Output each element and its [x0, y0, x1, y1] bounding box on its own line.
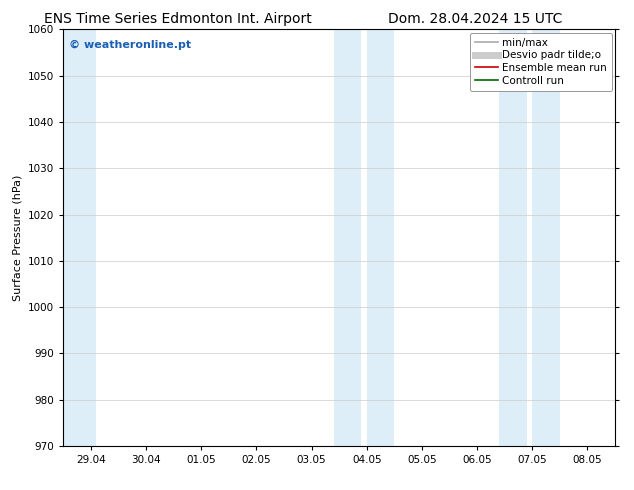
Bar — [333, 29, 361, 446]
Bar — [366, 29, 394, 446]
Bar — [533, 29, 560, 446]
Bar — [63, 29, 96, 446]
Text: Dom. 28.04.2024 15 UTC: Dom. 28.04.2024 15 UTC — [388, 12, 563, 26]
Y-axis label: Surface Pressure (hPa): Surface Pressure (hPa) — [13, 174, 23, 301]
Bar — [499, 29, 527, 446]
Text: ENS Time Series Edmonton Int. Airport: ENS Time Series Edmonton Int. Airport — [44, 12, 311, 26]
Legend: min/max, Desvio padr tilde;o, Ensemble mean run, Controll run: min/max, Desvio padr tilde;o, Ensemble m… — [470, 32, 612, 91]
Text: © weatheronline.pt: © weatheronline.pt — [69, 40, 191, 50]
